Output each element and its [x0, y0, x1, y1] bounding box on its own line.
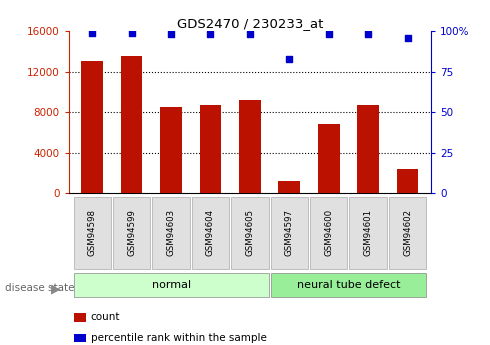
Bar: [270, 273, 426, 297]
Bar: [81, 61, 103, 193]
Text: GSM94597: GSM94597: [285, 209, 294, 256]
Title: GDS2470 / 230233_at: GDS2470 / 230233_at: [177, 17, 323, 30]
Text: GSM94605: GSM94605: [245, 209, 254, 256]
Bar: [199, 105, 221, 193]
Point: [167, 31, 175, 37]
Bar: [278, 181, 300, 193]
Bar: [397, 169, 418, 193]
Bar: [113, 197, 150, 269]
Text: disease state: disease state: [5, 283, 74, 293]
Point: [88, 30, 96, 36]
Text: GSM94598: GSM94598: [88, 209, 97, 256]
Text: count: count: [91, 313, 120, 322]
Bar: [160, 107, 182, 193]
Bar: [74, 273, 269, 297]
Point: [285, 56, 293, 61]
Bar: [310, 197, 347, 269]
Bar: [121, 56, 143, 193]
Point: [404, 35, 412, 40]
Text: GSM94602: GSM94602: [403, 209, 412, 256]
Bar: [231, 197, 269, 269]
Bar: [270, 197, 308, 269]
Bar: [389, 197, 426, 269]
Point: [325, 31, 333, 37]
Point: [128, 30, 136, 36]
Bar: [152, 197, 190, 269]
Text: neural tube defect: neural tube defect: [296, 280, 400, 289]
Text: GSM94599: GSM94599: [127, 209, 136, 256]
Text: GSM94603: GSM94603: [167, 209, 175, 256]
Point: [207, 31, 215, 37]
Bar: [349, 197, 387, 269]
Point: [246, 31, 254, 37]
Text: ▶: ▶: [51, 282, 61, 295]
Text: GSM94600: GSM94600: [324, 209, 333, 256]
Bar: [239, 100, 261, 193]
Text: GSM94601: GSM94601: [364, 209, 372, 256]
Text: GSM94604: GSM94604: [206, 209, 215, 256]
Bar: [74, 197, 111, 269]
Text: percentile rank within the sample: percentile rank within the sample: [91, 333, 267, 343]
Bar: [357, 105, 379, 193]
Point: [364, 31, 372, 37]
Bar: [318, 124, 340, 193]
Bar: [192, 197, 229, 269]
Text: normal: normal: [151, 280, 191, 289]
